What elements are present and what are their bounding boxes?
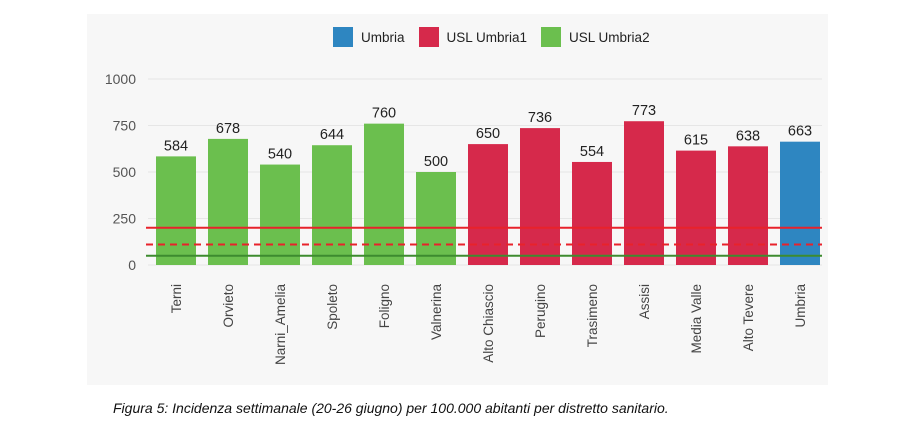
legend-swatch-usl-umbria2 xyxy=(541,27,562,47)
x-tick-label-narni-amelia: Narni_Amelia xyxy=(273,284,288,366)
bar-foligno xyxy=(364,123,404,265)
legend: Umbria USL Umbria1 USL Umbria2 xyxy=(333,27,650,47)
x-tick-label-valnerina: Valnerina xyxy=(429,284,444,341)
legend-swatch-umbria xyxy=(333,27,353,47)
bar-spoleto xyxy=(312,145,352,265)
bar-alto-chiascio xyxy=(468,144,508,265)
data-label-valnerina: 500 xyxy=(424,154,448,170)
x-tick-label-foligno: Foligno xyxy=(377,284,392,328)
figure-caption: Figura 5: Incidenza settimanale (20-26 g… xyxy=(113,400,669,416)
x-tick-label-umbria: Umbria xyxy=(793,284,808,328)
x-tick-label-orvieto: Orvieto xyxy=(221,284,236,328)
data-label-foligno: 760 xyxy=(372,106,396,122)
legend-item-usl-umbria2: USL Umbria2 xyxy=(541,27,650,47)
data-label-narni-amelia: 540 xyxy=(268,147,292,163)
x-tick-label-assisi: Assisi xyxy=(637,284,652,319)
data-label-alto-chiascio: 650 xyxy=(476,126,500,142)
x-tick-label-perugino: Perugino xyxy=(533,284,548,338)
bar-terni xyxy=(156,156,196,265)
bar-orvieto xyxy=(208,138,248,265)
legend-item-umbria: Umbria xyxy=(333,27,405,47)
x-tick-label-trasimeno: Trasimeno xyxy=(585,284,600,347)
legend-label-usl-umbria2: USL Umbria2 xyxy=(569,29,650,45)
legend-swatch-usl-umbria1 xyxy=(418,27,439,47)
y-tick-label-750: 750 xyxy=(113,118,137,134)
bar-valnerina xyxy=(416,172,456,265)
x-tick-label-spoleto: Spoleto xyxy=(325,284,340,330)
x-tick-label-alto-tevere: Alto Tevere xyxy=(741,284,756,351)
x-tick-label-media-valle: Media Valle xyxy=(689,284,704,354)
bar-narni-amelia xyxy=(260,164,300,265)
data-label-trasimeno: 554 xyxy=(580,144,604,160)
bar-alto-tevere xyxy=(728,146,768,265)
bar-trasimeno xyxy=(572,161,612,265)
data-label-spoleto: 644 xyxy=(320,127,344,143)
y-tick-label-0: 0 xyxy=(128,257,136,273)
legend-item-usl-umbria1: USL Umbria1 xyxy=(418,27,528,47)
data-label-assisi: 773 xyxy=(632,103,656,119)
x-tick-label-terni: Terni xyxy=(169,284,184,313)
bar-perugino xyxy=(520,128,560,265)
legend-label-usl-umbria1: USL Umbria1 xyxy=(446,29,528,45)
y-tick-label-500: 500 xyxy=(113,164,137,180)
y-tick-label-1000: 1000 xyxy=(105,71,136,87)
data-label-terni: 584 xyxy=(164,138,188,154)
y-tick-label-250: 250 xyxy=(113,211,137,227)
bar-media-valle xyxy=(676,150,716,265)
bar-umbria xyxy=(780,141,820,265)
data-label-media-valle: 615 xyxy=(684,133,708,149)
plot-background xyxy=(87,14,828,385)
data-label-alto-tevere: 638 xyxy=(736,128,760,144)
data-label-orvieto: 678 xyxy=(216,121,240,137)
x-tick-label-alto-chiascio: Alto Chiascio xyxy=(481,284,496,363)
bar-assisi xyxy=(624,121,664,265)
legend-label-umbria: Umbria xyxy=(361,29,405,45)
data-label-perugino: 736 xyxy=(528,110,552,126)
data-label-umbria: 663 xyxy=(788,124,812,140)
